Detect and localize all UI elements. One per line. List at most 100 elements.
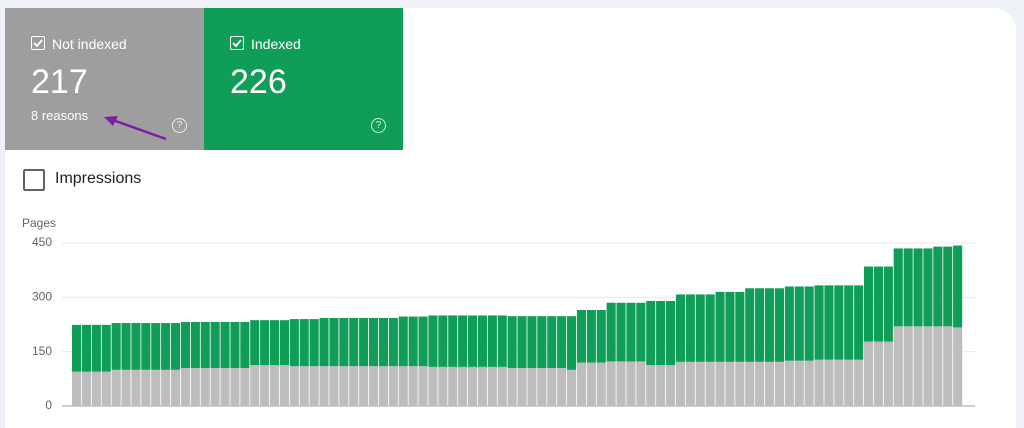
bar-segment bbox=[359, 317, 369, 367]
bar-segment bbox=[933, 246, 943, 327]
bar-segment bbox=[854, 359, 864, 406]
annotation-arrow bbox=[109, 117, 167, 141]
indexed-tile[interactable]: Indexed 226 ? bbox=[204, 8, 403, 150]
bar-segment bbox=[398, 366, 408, 406]
annotation-arrowhead bbox=[104, 116, 118, 126]
bar-segment bbox=[695, 294, 705, 362]
bar-segment bbox=[418, 316, 428, 367]
bar-segment bbox=[289, 366, 299, 406]
bar-segment bbox=[230, 321, 240, 368]
bar-segment bbox=[438, 315, 448, 367]
y-tick-label: 450 bbox=[32, 235, 52, 249]
bar-segment bbox=[893, 248, 903, 327]
bar-segment bbox=[923, 248, 933, 327]
bar-segment bbox=[250, 365, 260, 406]
bar-segment bbox=[101, 371, 111, 406]
bar-segment bbox=[547, 316, 557, 368]
tile-label: Indexed bbox=[251, 36, 301, 52]
checkbox-checked[interactable] bbox=[230, 36, 244, 50]
bar-segment bbox=[774, 361, 784, 406]
bar-segment bbox=[873, 266, 883, 342]
bar-segment bbox=[576, 362, 586, 406]
bar-segment bbox=[289, 319, 299, 367]
bar-segment bbox=[705, 294, 715, 362]
help-icon[interactable]: ? bbox=[371, 118, 386, 133]
bar-segment bbox=[81, 324, 91, 372]
bar-segment bbox=[596, 362, 606, 406]
bar-segment bbox=[804, 360, 814, 406]
tile-count: 217 bbox=[31, 63, 88, 101]
bar-segment bbox=[200, 367, 210, 406]
bar-segment bbox=[220, 321, 230, 368]
bar-segment bbox=[844, 285, 854, 360]
bar-segment bbox=[448, 366, 458, 406]
bar-segment bbox=[903, 326, 913, 406]
bar-segment bbox=[557, 316, 567, 368]
bar-segment bbox=[161, 369, 171, 406]
bar-segment bbox=[586, 310, 596, 363]
bar-segment bbox=[210, 321, 220, 368]
bar-segment bbox=[369, 366, 379, 406]
help-icon[interactable]: ? bbox=[172, 118, 187, 133]
bar-segment bbox=[784, 360, 794, 406]
bar-segment bbox=[398, 316, 408, 367]
bar-segment bbox=[844, 359, 854, 406]
bar-segment bbox=[151, 323, 161, 370]
bar-segment bbox=[339, 366, 349, 406]
tile-label: Not indexed bbox=[52, 36, 127, 52]
checkbox-label[interactable]: Impressions bbox=[55, 170, 142, 187]
bar-segment bbox=[765, 361, 775, 406]
bar-segment bbox=[675, 294, 685, 362]
bar-segment bbox=[666, 300, 676, 366]
bar-segment bbox=[774, 288, 784, 362]
bar-segment bbox=[606, 302, 616, 362]
bar-segment bbox=[685, 361, 695, 406]
bar-segment bbox=[953, 327, 963, 406]
bar-segment bbox=[428, 315, 438, 367]
bar-segment bbox=[111, 369, 121, 406]
bar-segment bbox=[834, 285, 844, 360]
bar-segment bbox=[339, 317, 349, 367]
not-indexed-tile[interactable]: Not indexed 217 8 reasons ? bbox=[5, 8, 204, 150]
y-axis-label: Pages bbox=[22, 216, 56, 230]
bar-segment bbox=[636, 302, 646, 362]
bar-segment bbox=[72, 324, 82, 372]
bar-segment bbox=[468, 315, 478, 367]
bar-segment bbox=[596, 310, 606, 363]
bar-segment bbox=[656, 300, 666, 366]
y-tick-label: 300 bbox=[32, 290, 52, 304]
bar-segment bbox=[141, 369, 151, 406]
bar-segment bbox=[893, 326, 903, 406]
bar-segment bbox=[240, 321, 250, 368]
bar-segment bbox=[260, 365, 270, 406]
bar-segment bbox=[448, 315, 458, 367]
bar-segment bbox=[784, 286, 794, 361]
bar-segment bbox=[458, 366, 468, 406]
bar-segment bbox=[883, 266, 893, 342]
bar-segment bbox=[646, 300, 656, 366]
checkbox[interactable] bbox=[23, 169, 45, 191]
bar-segment bbox=[240, 367, 250, 406]
bar-segment bbox=[101, 324, 111, 372]
chart: Pages 0 150 300 450 bbox=[22, 116, 975, 412]
bar-segment bbox=[81, 371, 91, 406]
bar-segment bbox=[161, 323, 171, 370]
bar-segment bbox=[804, 286, 814, 361]
bar-segment bbox=[230, 367, 240, 406]
bar-segment bbox=[725, 361, 735, 406]
bar-segment bbox=[606, 361, 616, 406]
checkbox-checked[interactable] bbox=[31, 36, 45, 50]
bar-segment bbox=[121, 323, 131, 370]
bar-segment bbox=[953, 245, 963, 328]
bar-segment bbox=[794, 286, 804, 361]
bar-segment bbox=[517, 316, 527, 368]
bar-segment bbox=[923, 326, 933, 406]
bar-segment bbox=[715, 361, 725, 406]
bar-segment bbox=[438, 366, 448, 406]
bar-segment bbox=[576, 310, 586, 363]
bar-segment bbox=[616, 361, 626, 406]
bar-segment bbox=[349, 366, 359, 406]
y-tick-label: 150 bbox=[32, 344, 52, 358]
bar-segment bbox=[616, 302, 626, 362]
bar-segment bbox=[943, 246, 953, 327]
